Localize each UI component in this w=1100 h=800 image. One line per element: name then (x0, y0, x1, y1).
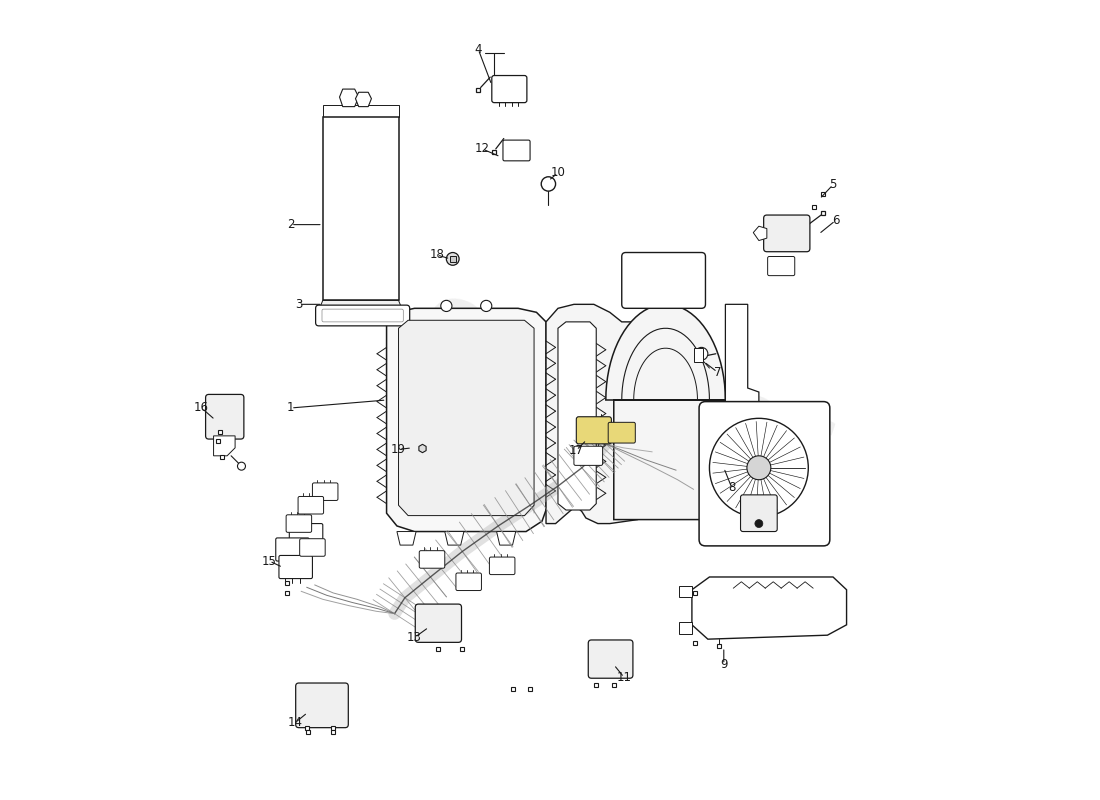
Text: 4: 4 (474, 42, 482, 56)
Text: 5: 5 (829, 178, 837, 191)
FancyBboxPatch shape (276, 538, 309, 561)
FancyBboxPatch shape (763, 215, 810, 252)
Text: 16: 16 (194, 402, 209, 414)
FancyBboxPatch shape (455, 573, 482, 590)
FancyBboxPatch shape (279, 555, 312, 578)
Text: 13: 13 (407, 631, 422, 644)
FancyBboxPatch shape (576, 417, 612, 444)
Text: 19: 19 (390, 443, 406, 456)
Polygon shape (398, 320, 535, 515)
Text: 14: 14 (287, 716, 303, 730)
FancyBboxPatch shape (588, 640, 632, 678)
Text: 1: 1 (287, 402, 295, 414)
Circle shape (447, 253, 459, 266)
Text: 6: 6 (832, 214, 839, 227)
FancyBboxPatch shape (312, 483, 338, 501)
Text: 3: 3 (295, 298, 302, 311)
Polygon shape (693, 348, 703, 362)
Polygon shape (397, 531, 416, 545)
Text: 15: 15 (262, 554, 277, 567)
Polygon shape (320, 300, 402, 308)
Polygon shape (355, 92, 372, 106)
Polygon shape (213, 436, 235, 456)
Text: 18: 18 (429, 249, 444, 262)
FancyBboxPatch shape (503, 140, 530, 161)
Text: 2: 2 (287, 218, 295, 231)
Circle shape (541, 177, 556, 191)
Bar (679, 586, 692, 597)
FancyBboxPatch shape (492, 75, 527, 102)
FancyBboxPatch shape (574, 446, 603, 466)
Text: 9: 9 (720, 658, 727, 671)
Circle shape (441, 300, 452, 311)
Polygon shape (692, 577, 847, 639)
Circle shape (695, 347, 708, 360)
FancyBboxPatch shape (608, 422, 636, 443)
Polygon shape (606, 305, 725, 519)
FancyBboxPatch shape (419, 550, 444, 568)
FancyBboxPatch shape (289, 523, 322, 546)
Polygon shape (444, 531, 464, 545)
FancyBboxPatch shape (298, 497, 323, 514)
FancyBboxPatch shape (700, 402, 829, 546)
Bar (322, 117, 398, 300)
FancyBboxPatch shape (296, 683, 349, 728)
FancyBboxPatch shape (621, 253, 705, 308)
Polygon shape (386, 308, 546, 531)
FancyBboxPatch shape (768, 257, 794, 276)
Circle shape (481, 300, 492, 311)
Polygon shape (340, 89, 359, 106)
Polygon shape (546, 304, 670, 523)
FancyBboxPatch shape (316, 305, 409, 326)
Bar (679, 622, 692, 634)
Text: a passion for parts since 1985: a passion for parts since 1985 (431, 418, 717, 526)
Text: europes: europes (410, 274, 849, 494)
Text: 7: 7 (714, 366, 722, 378)
Text: 10: 10 (550, 166, 565, 179)
Polygon shape (725, 304, 759, 426)
Polygon shape (558, 322, 596, 510)
FancyBboxPatch shape (490, 557, 515, 574)
FancyBboxPatch shape (416, 604, 462, 642)
Polygon shape (754, 226, 767, 241)
Text: 12: 12 (475, 142, 490, 155)
Circle shape (238, 462, 245, 470)
FancyBboxPatch shape (299, 538, 326, 556)
FancyBboxPatch shape (740, 495, 778, 531)
Circle shape (710, 418, 808, 517)
Text: 11: 11 (617, 671, 631, 684)
Polygon shape (322, 105, 398, 117)
Circle shape (755, 519, 763, 527)
Text: 17: 17 (569, 444, 584, 457)
FancyBboxPatch shape (286, 515, 311, 532)
Polygon shape (496, 531, 516, 545)
FancyBboxPatch shape (206, 394, 244, 439)
Circle shape (747, 456, 771, 480)
Text: 8: 8 (728, 481, 736, 494)
